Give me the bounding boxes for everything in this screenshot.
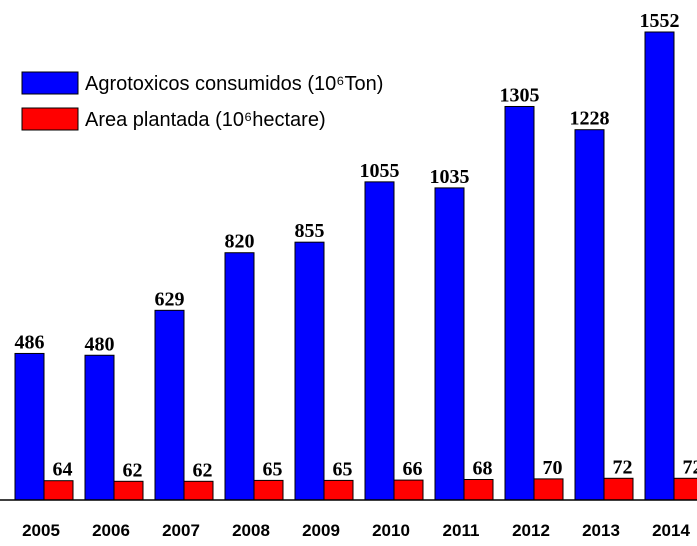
- bar: [434, 187, 465, 501]
- x-tick-label: 2006: [92, 521, 130, 540]
- x-tick-label: 2011: [443, 521, 480, 540]
- bar: [504, 105, 535, 501]
- x-tick-label: 2012: [512, 521, 550, 540]
- data-label: 1035: [430, 166, 470, 188]
- bar: [393, 479, 424, 501]
- data-label: 65: [333, 458, 353, 480]
- bar: [364, 181, 395, 501]
- x-tick-label: 2014: [652, 521, 690, 540]
- bar: [183, 480, 214, 501]
- bar: [43, 480, 74, 501]
- x-tick-label: 2010: [372, 521, 410, 540]
- data-label: 68: [473, 457, 493, 479]
- legend-swatch: [21, 107, 79, 131]
- data-label: 820: [225, 231, 255, 253]
- bar: [644, 31, 675, 501]
- legend-label: Area plantada (10⁶hectare): [85, 109, 326, 131]
- data-label: 62: [123, 459, 143, 481]
- bar: [154, 309, 185, 501]
- data-label: 70: [543, 457, 563, 479]
- bar: [113, 480, 144, 501]
- bar: [224, 252, 255, 501]
- x-tick-label: 2005: [22, 521, 60, 540]
- data-label: 65: [263, 458, 283, 480]
- data-label: 1305: [500, 84, 540, 106]
- data-label: 72: [683, 456, 697, 478]
- bar: [253, 479, 284, 501]
- bar: [463, 478, 494, 501]
- x-tick-label: 2007: [162, 521, 200, 540]
- data-label: 855: [295, 220, 325, 242]
- bar: [323, 479, 354, 501]
- data-label: 480: [85, 333, 115, 355]
- x-tick-label: 2013: [582, 521, 620, 540]
- legend-label: Agrotoxicos consumidos (10⁶Ton): [85, 73, 383, 95]
- data-label: 486: [15, 331, 45, 353]
- data-label: 64: [53, 459, 73, 481]
- data-label: 72: [613, 456, 633, 478]
- legend-swatch: [21, 71, 79, 95]
- data-label: 1055: [360, 160, 400, 182]
- bar: [84, 354, 115, 501]
- data-label: 62: [193, 459, 213, 481]
- bar: [574, 129, 605, 501]
- data-label: 66: [403, 458, 423, 480]
- bar: [673, 477, 697, 501]
- x-tick-label: 2008: [232, 521, 270, 540]
- data-label: 1228: [570, 108, 610, 130]
- x-tick-label: 2009: [302, 521, 340, 540]
- bar: [14, 352, 45, 501]
- bar: [294, 241, 325, 501]
- bar: [603, 477, 634, 501]
- data-label: 629: [155, 288, 185, 310]
- data-label: 1552: [640, 10, 680, 32]
- bar: [533, 478, 564, 501]
